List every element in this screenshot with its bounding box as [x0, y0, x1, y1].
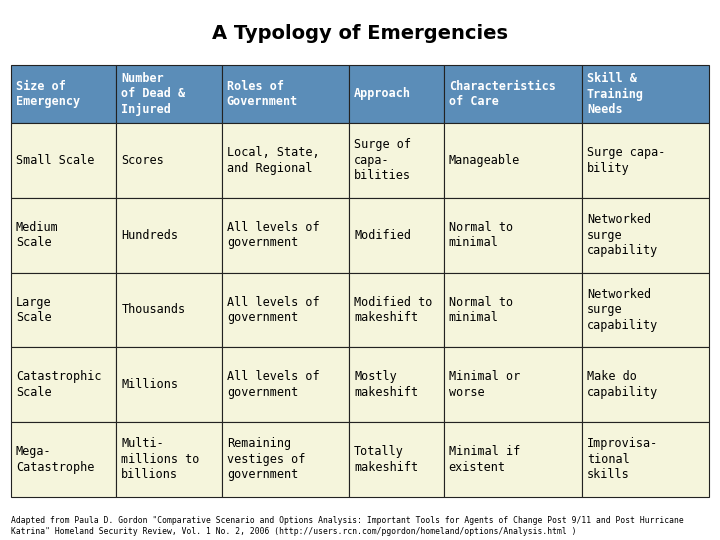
Text: Improvisa-
tional
skills: Improvisa- tional skills — [587, 437, 658, 482]
Text: Totally
makeshift: Totally makeshift — [354, 445, 418, 474]
Bar — [582, 123, 709, 198]
Bar — [349, 198, 444, 273]
Bar — [222, 422, 349, 497]
Text: All levels of
government: All levels of government — [227, 370, 320, 399]
Bar — [11, 273, 117, 347]
Text: Minimal or
worse: Minimal or worse — [449, 370, 520, 399]
Bar — [582, 347, 709, 422]
Bar — [11, 65, 117, 123]
Text: Thousands: Thousands — [122, 303, 186, 316]
Bar — [349, 123, 444, 198]
Text: Multi-
millions to
billions: Multi- millions to billions — [122, 437, 199, 482]
Bar — [349, 273, 444, 347]
Bar — [11, 422, 117, 497]
Bar — [222, 198, 349, 273]
Text: Adapted from Paula D. Gordon "Comparative Scenario and Options Analysis: Importa: Adapted from Paula D. Gordon "Comparativ… — [11, 516, 683, 536]
Text: Characteristics
of Care: Characteristics of Care — [449, 80, 556, 108]
Bar — [582, 422, 709, 497]
Text: Minimal if
existent: Minimal if existent — [449, 445, 520, 474]
Text: Mostly
makeshift: Mostly makeshift — [354, 370, 418, 399]
Text: Local, State,
and Regional: Local, State, and Regional — [227, 146, 320, 175]
Text: A Typology of Emergencies: A Typology of Emergencies — [212, 24, 508, 43]
Text: Normal to
minimal: Normal to minimal — [449, 296, 513, 324]
Bar — [222, 65, 349, 123]
Bar — [117, 65, 222, 123]
Text: Networked
surge
capability: Networked surge capability — [587, 213, 658, 257]
Text: Roles of
Government: Roles of Government — [227, 80, 298, 108]
Text: All levels of
government: All levels of government — [227, 296, 320, 324]
Bar — [11, 123, 117, 198]
Text: Approach: Approach — [354, 87, 411, 100]
Text: Manageable: Manageable — [449, 154, 520, 167]
Text: Catastrophic
Scale: Catastrophic Scale — [16, 370, 102, 399]
Text: Size of
Emergency: Size of Emergency — [16, 80, 80, 108]
Bar — [349, 65, 444, 123]
Bar — [222, 123, 349, 198]
Text: Normal to
minimal: Normal to minimal — [449, 221, 513, 249]
Bar — [444, 198, 582, 273]
Bar — [582, 65, 709, 123]
Bar — [444, 273, 582, 347]
Text: Large
Scale: Large Scale — [16, 296, 51, 324]
Text: Modified: Modified — [354, 229, 411, 242]
Text: Surge capa-
bility: Surge capa- bility — [587, 146, 665, 175]
Text: Surge of
capa-
bilities: Surge of capa- bilities — [354, 138, 411, 183]
Text: Remaining
vestiges of
government: Remaining vestiges of government — [227, 437, 305, 482]
Bar — [117, 123, 222, 198]
Bar — [11, 347, 117, 422]
Bar — [444, 347, 582, 422]
Text: Millions: Millions — [122, 378, 179, 391]
Text: Make do
capability: Make do capability — [587, 370, 658, 399]
Bar — [582, 198, 709, 273]
Bar — [444, 123, 582, 198]
Text: Networked
surge
capability: Networked surge capability — [587, 288, 658, 332]
Text: Small Scale: Small Scale — [16, 154, 94, 167]
Bar — [117, 273, 222, 347]
Text: Modified to
makeshift: Modified to makeshift — [354, 296, 433, 324]
Bar — [117, 198, 222, 273]
Bar — [349, 347, 444, 422]
Bar — [444, 65, 582, 123]
Bar — [444, 422, 582, 497]
Bar — [222, 347, 349, 422]
Text: Medium
Scale: Medium Scale — [16, 221, 58, 249]
Text: Hundreds: Hundreds — [122, 229, 179, 242]
Text: Scores: Scores — [122, 154, 164, 167]
Bar — [117, 422, 222, 497]
Bar — [117, 347, 222, 422]
Text: All levels of
government: All levels of government — [227, 221, 320, 249]
Text: Number
of Dead &
Injured: Number of Dead & Injured — [122, 72, 186, 116]
Text: Mega-
Catastrophe: Mega- Catastrophe — [16, 445, 94, 474]
Text: Skill &
Training
Needs: Skill & Training Needs — [587, 72, 644, 116]
Bar — [349, 422, 444, 497]
Bar — [11, 198, 117, 273]
Bar — [582, 273, 709, 347]
Bar — [222, 273, 349, 347]
